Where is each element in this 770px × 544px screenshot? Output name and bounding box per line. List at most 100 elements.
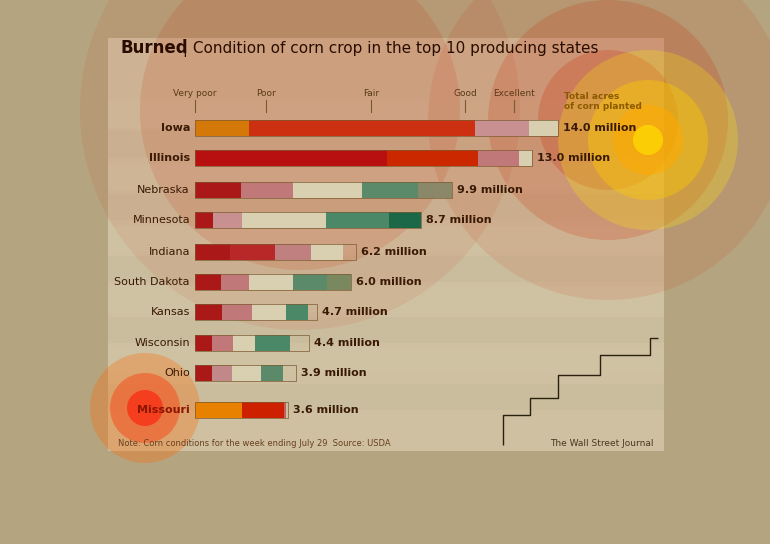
Circle shape: [558, 50, 738, 230]
Bar: [418, 182, 452, 198]
Text: Total acres: Total acres: [564, 92, 619, 101]
Bar: [108, 194, 664, 220]
Circle shape: [140, 0, 460, 270]
Bar: [478, 150, 518, 166]
Bar: [387, 150, 478, 166]
Bar: [195, 120, 558, 136]
Bar: [195, 182, 452, 198]
Text: 4.4 million: 4.4 million: [314, 338, 380, 348]
Circle shape: [428, 0, 770, 300]
Text: South Dakota: South Dakota: [115, 277, 190, 287]
Bar: [389, 212, 420, 228]
Bar: [326, 212, 389, 228]
Bar: [474, 120, 529, 136]
Text: Burned: Burned: [120, 39, 188, 57]
Text: Minnesota: Minnesota: [132, 215, 190, 225]
Text: 6.2 million: 6.2 million: [361, 247, 427, 257]
Bar: [195, 402, 242, 418]
Bar: [195, 304, 317, 320]
Circle shape: [633, 125, 663, 155]
Bar: [108, 226, 664, 252]
Bar: [293, 182, 362, 198]
Text: 6.0 million: 6.0 million: [356, 277, 421, 287]
Circle shape: [538, 50, 678, 190]
Bar: [276, 244, 311, 260]
Circle shape: [613, 105, 683, 175]
Bar: [108, 317, 664, 343]
Bar: [241, 182, 293, 198]
Bar: [195, 365, 296, 381]
Text: Kansas: Kansas: [151, 307, 190, 317]
Bar: [195, 212, 420, 228]
Bar: [195, 335, 212, 351]
Bar: [286, 150, 387, 166]
Bar: [195, 402, 288, 418]
Bar: [230, 244, 276, 260]
Text: Nebraska: Nebraska: [137, 185, 190, 195]
Bar: [242, 402, 274, 418]
Bar: [283, 402, 286, 418]
Bar: [233, 335, 256, 351]
Bar: [195, 244, 356, 260]
Bar: [286, 304, 308, 320]
Bar: [108, 384, 664, 410]
Bar: [327, 274, 350, 290]
Bar: [108, 38, 664, 451]
Bar: [518, 150, 532, 166]
Bar: [362, 182, 418, 198]
Bar: [213, 212, 243, 228]
Bar: [347, 120, 474, 136]
Text: Iowa: Iowa: [161, 123, 190, 133]
Text: 13.0 million: 13.0 million: [537, 153, 610, 163]
Bar: [233, 365, 261, 381]
Text: The Wall Street Journal: The Wall Street Journal: [551, 438, 654, 448]
Bar: [213, 365, 233, 381]
Circle shape: [80, 0, 520, 330]
Text: Wisconsin: Wisconsin: [135, 338, 190, 348]
Text: Note: Corn conditions for the week ending July 29  Source: USDA: Note: Corn conditions for the week endin…: [118, 438, 390, 448]
Text: Indiana: Indiana: [149, 247, 190, 257]
Circle shape: [588, 80, 708, 200]
Bar: [195, 182, 241, 198]
Text: 9.9 million: 9.9 million: [457, 185, 523, 195]
Circle shape: [127, 390, 163, 426]
Bar: [253, 304, 286, 320]
Bar: [261, 365, 283, 381]
Bar: [108, 286, 664, 312]
Text: Excellent: Excellent: [494, 89, 535, 98]
Text: Illinois: Illinois: [149, 153, 190, 163]
Bar: [195, 365, 213, 381]
Bar: [249, 274, 293, 290]
Bar: [108, 347, 664, 373]
Bar: [249, 120, 347, 136]
Text: of corn planted: of corn planted: [564, 102, 642, 111]
Bar: [195, 212, 213, 228]
Text: 4.7 million: 4.7 million: [322, 307, 387, 317]
Bar: [195, 150, 286, 166]
Text: | Condition of corn crop in the top 10 producing states: | Condition of corn crop in the top 10 p…: [178, 41, 598, 57]
Bar: [195, 120, 249, 136]
Bar: [108, 130, 664, 158]
Bar: [274, 402, 283, 418]
Bar: [195, 274, 222, 290]
Text: 8.7 million: 8.7 million: [426, 215, 491, 225]
Text: Poor: Poor: [256, 89, 276, 98]
Bar: [108, 256, 664, 282]
Text: Good: Good: [454, 89, 477, 98]
Text: 3.6 million: 3.6 million: [293, 405, 359, 415]
Text: Fair: Fair: [363, 89, 379, 98]
Circle shape: [110, 373, 180, 443]
Bar: [311, 244, 343, 260]
Bar: [195, 304, 222, 320]
Text: 14.0 million: 14.0 million: [563, 123, 636, 133]
Text: Missouri: Missouri: [137, 405, 190, 415]
Bar: [256, 335, 290, 351]
Bar: [195, 335, 309, 351]
Bar: [243, 212, 326, 228]
Bar: [195, 274, 350, 290]
Text: 3.9 million: 3.9 million: [301, 368, 367, 378]
Bar: [222, 304, 253, 320]
Bar: [108, 100, 664, 128]
Circle shape: [488, 0, 728, 240]
Bar: [529, 120, 558, 136]
